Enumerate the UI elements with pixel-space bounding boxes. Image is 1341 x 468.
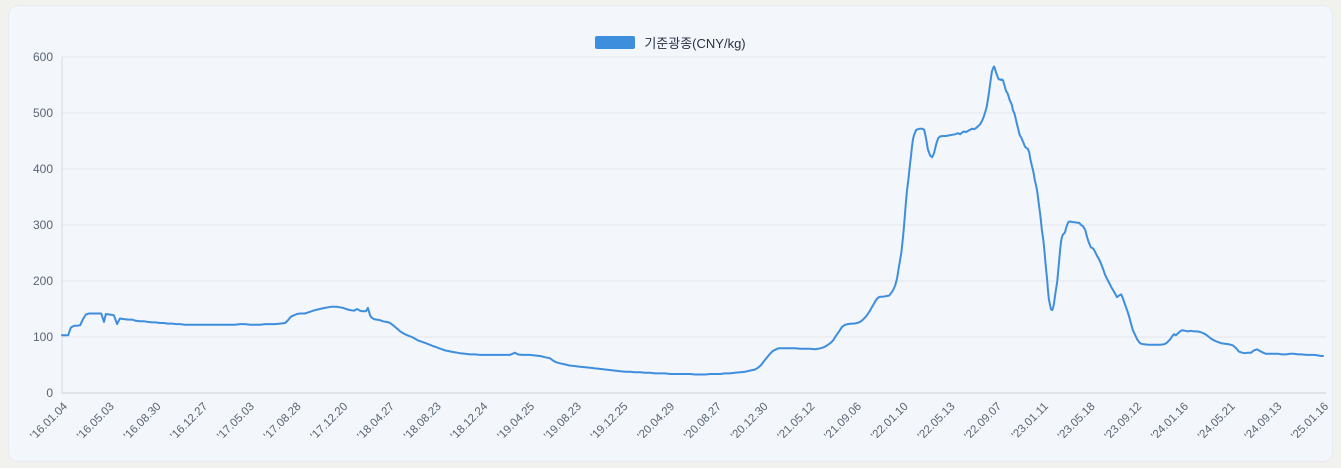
x-axis-tick-label: '23.05.18 xyxy=(1056,401,1098,443)
y-axis-tick-label: 100 xyxy=(33,330,53,344)
x-axis-tick-label: '20.04.29 xyxy=(636,401,678,443)
x-axis-tick-label: '22.05.13 xyxy=(916,401,958,443)
legend-swatch-icon[interactable] xyxy=(595,36,636,49)
y-axis-tick-label: 0 xyxy=(46,386,53,400)
x-axis-tick-label: '16.01.04 xyxy=(28,400,70,442)
x-axis-tick-label: '20.12.30 xyxy=(729,401,771,443)
x-axis-tick-label: '22.01.10 xyxy=(869,401,911,443)
y-axis-tick-label: 500 xyxy=(33,106,53,120)
x-axis-tick-label: '22.09.07 xyxy=(962,401,1004,443)
price-series-line[interactable] xyxy=(61,65,1324,376)
x-axis-tick-label: '20.08.27 xyxy=(682,401,724,443)
y-axis-tick-label: 200 xyxy=(33,274,53,288)
x-axis-tick-label: '19.12.25 xyxy=(589,401,631,443)
legend-label[interactable]: 기준광종(CNY/kg) xyxy=(644,36,746,51)
y-axis-tick-label: 600 xyxy=(33,50,53,64)
x-axis-tick-label: '24.01.16 xyxy=(1149,401,1191,443)
chart-legend[interactable]: 기준광종(CNY/kg) xyxy=(0,33,1341,52)
x-axis-tick-label: '18.08.23 xyxy=(402,401,444,443)
x-axis-tick-label: '16.12.27 xyxy=(169,401,211,443)
x-axis-tick-label: '16.08.30 xyxy=(122,401,164,443)
x-axis-tick-label: '23.09.12 xyxy=(1103,401,1145,443)
x-axis-tick-label: '19.04.25 xyxy=(495,401,537,443)
x-axis-tick-label: '24.09.13 xyxy=(1243,401,1285,443)
x-axis-tick-label: '17.08.28 xyxy=(262,401,304,443)
x-axis-tick-label: '24.05.21 xyxy=(1196,401,1238,443)
x-axis-tick-label: '21.09.06 xyxy=(822,401,864,443)
x-axis-tick-label: '25.01.16 xyxy=(1289,401,1331,443)
x-axis-tick-label: '19.08.23 xyxy=(542,401,584,443)
x-axis-tick-label: '17.12.20 xyxy=(309,401,351,443)
y-axis-tick-label: 400 xyxy=(33,162,53,176)
x-axis-tick-label: '18.04.27 xyxy=(355,401,397,443)
x-axis-tick-label: '23.01.11 xyxy=(1010,401,1051,442)
chart-card xyxy=(8,5,1333,462)
x-axis-tick-label: '21.05.12 xyxy=(776,401,818,443)
y-axis-tick-label: 300 xyxy=(33,218,53,232)
x-axis-tick-label: '18.12.24 xyxy=(449,400,491,442)
x-axis-tick-label: '17.05.03 xyxy=(215,401,257,443)
x-axis-tick-label: '16.05.03 xyxy=(75,401,117,443)
